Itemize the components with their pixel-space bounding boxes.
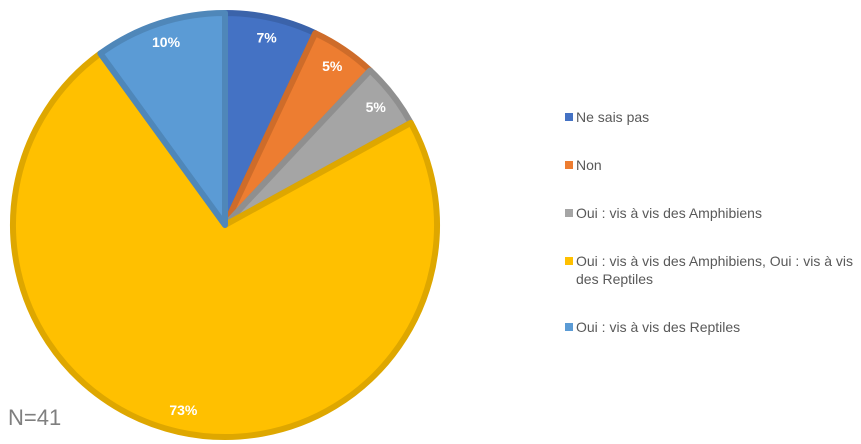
pie-chart: 7% 5% 5% 73% 10% [10,10,440,440]
legend-swatch [565,113,573,121]
legend-label: Oui : vis à vis des Amphibiens [576,205,762,221]
legend-item: Oui : vis à vis des Reptiles [565,318,855,336]
legend-item: Oui : vis à vis des Amphibiens [565,204,855,222]
data-label: 5% [366,99,387,115]
legend-item: Oui : vis à vis des Amphibiens, Oui : vi… [565,252,855,288]
legend-swatch [565,323,573,331]
legend-swatch [565,257,573,265]
pie-slice [10,50,440,440]
annotation: N=41 [8,405,62,430]
legend-swatch [565,209,573,217]
data-label: 7% [257,29,278,45]
legend-label: Non [576,157,602,173]
legend-item: Non [565,156,855,174]
legend: Ne sais pas Non Oui : vis à vis des Amphib… [565,108,855,336]
pie-slice [97,10,228,228]
legend-label: Ne sais pas [576,109,650,125]
data-label: 73% [169,402,198,418]
legend-swatch [565,161,573,169]
slice-border [10,50,440,440]
data-label: 10% [152,34,181,50]
legend-item: Ne sais pas [565,108,855,126]
slice-border [97,10,228,228]
data-label: 5% [322,58,343,74]
legend-label: Oui : vis à vis des Reptiles [576,319,741,335]
legend-label: Oui : vis à vis des Amphibiens, Oui : vi… [576,253,853,287]
